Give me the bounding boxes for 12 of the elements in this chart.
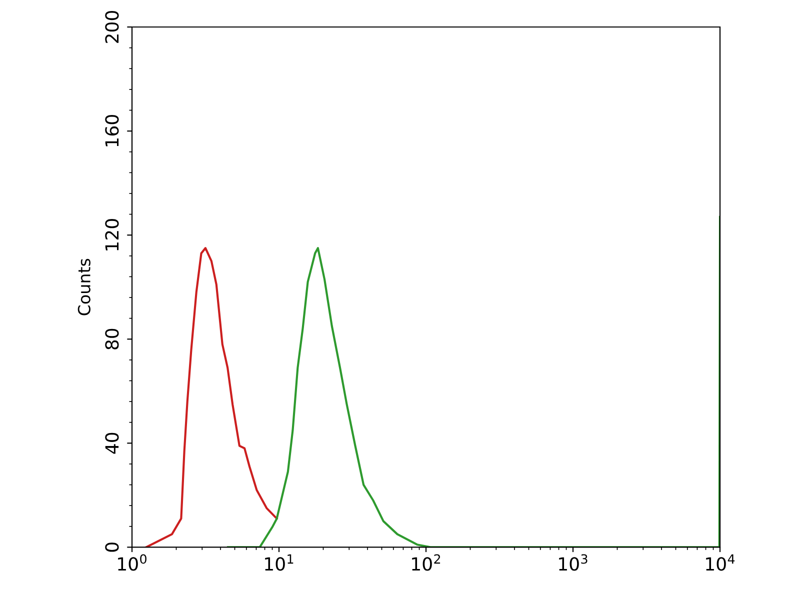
y-tick-label: 40 [105, 432, 119, 454]
y-tick-label: 160 [105, 115, 119, 146]
y-axis-title: Counts [78, 258, 90, 316]
x-tick-label: 10$^{0}$ [118, 554, 146, 571]
y-tick-label: 200 [105, 10, 119, 43]
y-tick-label: 0 [105, 542, 119, 552]
y-tick-label: 120 [105, 219, 119, 250]
y-tick-label: 80 [105, 328, 119, 350]
x-tick-label: 10$^{4}$ [706, 554, 735, 571]
x-tick-label: 10$^{1}$ [265, 554, 294, 571]
x-tick-label: 10$^{3}$ [559, 554, 588, 571]
x-tick-label: 10$^{2}$ [412, 554, 440, 571]
